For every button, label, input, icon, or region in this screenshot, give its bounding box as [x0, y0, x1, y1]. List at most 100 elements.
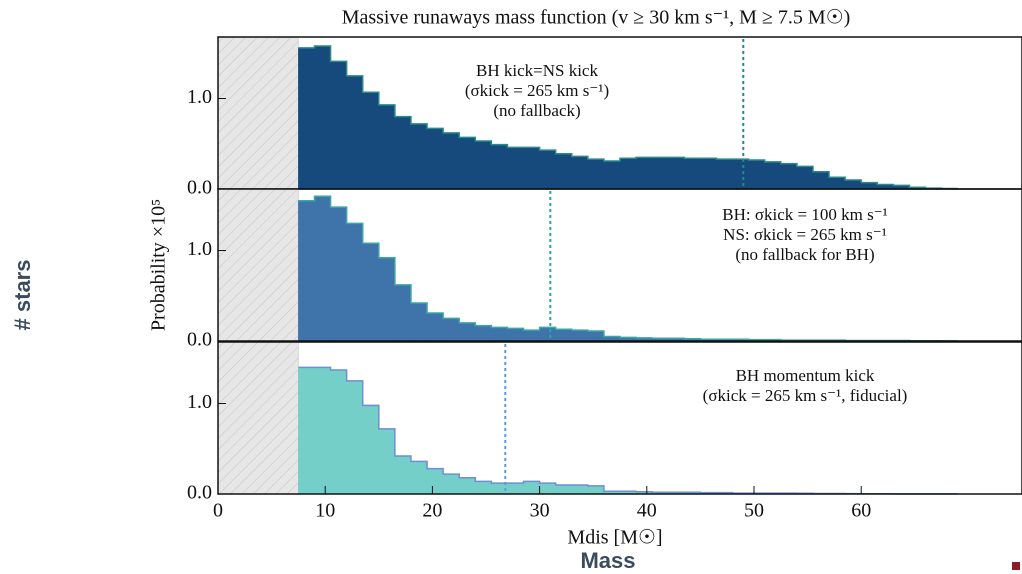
bar	[539, 482, 556, 495]
bar	[571, 156, 589, 190]
bar	[571, 329, 589, 342]
bar	[523, 481, 540, 495]
bar	[330, 369, 347, 495]
bar	[458, 322, 476, 342]
bar	[410, 461, 428, 495]
annotation: (σkick = 265 km s⁻¹)	[465, 81, 609, 100]
bar	[491, 144, 508, 190]
bar	[603, 160, 621, 190]
x-tick-label: 60	[851, 500, 871, 522]
bar-outline	[298, 195, 958, 342]
bar	[796, 166, 814, 190]
bar	[651, 157, 669, 190]
bar	[684, 157, 701, 190]
bar	[346, 223, 363, 342]
bar	[426, 312, 444, 342]
bar	[619, 157, 637, 190]
bar-outline	[298, 45, 958, 190]
overlay-x-label: Mass	[580, 548, 635, 573]
bar	[442, 473, 460, 495]
y-tick-label: 0.0	[187, 482, 212, 504]
bar	[410, 123, 428, 190]
bar	[394, 284, 412, 342]
bar	[555, 328, 573, 342]
x-tick-label: 20	[422, 500, 442, 522]
bar	[314, 195, 331, 342]
panel-frame	[217, 188, 1022, 342]
annotation: (no fallback for BH)	[735, 245, 874, 264]
bar	[475, 481, 492, 495]
bar	[635, 157, 653, 190]
annotation: (no fallback)	[493, 101, 580, 120]
bar	[587, 485, 605, 495]
bar	[362, 91, 380, 190]
x-axis-label: Mdis [M☉]	[567, 527, 662, 549]
bar	[764, 161, 782, 190]
bar	[346, 380, 363, 495]
bar	[555, 484, 573, 495]
y-tick-label: 0.0	[187, 177, 212, 199]
bar	[539, 149, 556, 190]
excluded-region	[217, 188, 299, 342]
annotation: NS: σkick = 265 km s⁻¹	[723, 225, 887, 244]
bar	[410, 302, 428, 342]
bar	[748, 159, 765, 190]
bar	[507, 328, 524, 342]
bar	[700, 157, 717, 190]
bar	[491, 327, 508, 342]
x-tick-label: 0	[213, 500, 223, 522]
bar	[780, 163, 798, 190]
chart-title: Massive runaways mass function (v ≥ 30 k…	[342, 7, 851, 29]
bar	[426, 468, 444, 495]
bar	[716, 158, 733, 190]
bar	[362, 243, 380, 342]
bar	[394, 455, 412, 495]
overlay-y-label: # stars	[10, 260, 35, 331]
bar	[314, 367, 331, 495]
bar	[330, 206, 347, 342]
x-tick-label: 50	[744, 500, 764, 522]
annotation: BH: σkick = 100 km s⁻¹	[722, 205, 888, 224]
bar	[507, 482, 524, 495]
x-tick-label: 40	[637, 500, 657, 522]
bar	[667, 157, 685, 190]
bar	[571, 484, 589, 495]
excluded-region	[217, 341, 299, 495]
bar	[523, 329, 540, 342]
annotation: BH momentum kick	[736, 366, 875, 385]
decor-square	[1012, 562, 1020, 570]
bar	[587, 158, 605, 190]
x-tick-label: 30	[530, 500, 550, 522]
bar	[507, 147, 524, 190]
excluded-region	[217, 36, 299, 190]
bar	[812, 171, 830, 190]
bar	[523, 147, 540, 190]
bar	[555, 153, 573, 190]
bar	[475, 140, 492, 190]
bar	[298, 200, 315, 342]
annotation: (σkick = 265 km s⁻¹, fiducial)	[703, 386, 908, 405]
x-tick-label: 10	[315, 500, 335, 522]
bar	[442, 132, 460, 190]
bar	[298, 47, 315, 190]
y-tick-label: 1.0	[187, 86, 212, 108]
bar	[844, 179, 862, 190]
bar	[828, 176, 846, 190]
bar	[475, 325, 492, 342]
panel-frame	[217, 341, 1022, 495]
bar	[314, 45, 331, 190]
y-tick-label: 1.0	[187, 238, 212, 260]
bar	[362, 405, 380, 495]
bar	[394, 116, 412, 190]
bar	[330, 61, 347, 190]
bar	[298, 367, 315, 495]
y-tick-label: 1.0	[187, 391, 212, 413]
bar	[539, 327, 556, 342]
bar	[732, 158, 749, 190]
bar	[378, 104, 396, 190]
y-axis-label: Probability ×10⁵	[148, 199, 170, 331]
bar	[458, 137, 476, 190]
bar	[378, 257, 396, 342]
y-tick-label: 0.0	[187, 329, 212, 351]
